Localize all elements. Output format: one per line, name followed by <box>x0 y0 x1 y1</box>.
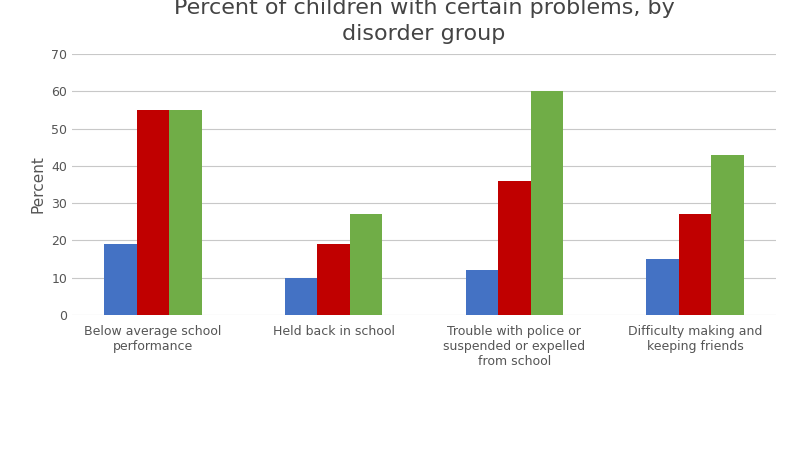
Bar <box>679 214 711 315</box>
Bar <box>137 110 169 315</box>
Y-axis label: Percent: Percent <box>30 156 46 213</box>
Bar <box>646 259 679 315</box>
Bar <box>711 155 744 315</box>
Bar <box>318 244 350 315</box>
Bar <box>466 270 498 315</box>
Bar <box>350 214 382 315</box>
Bar <box>498 181 530 315</box>
Title: Percent of children with certain problems, by
disorder group: Percent of children with certain problem… <box>174 0 674 44</box>
Bar <box>169 110 202 315</box>
Bar <box>285 278 318 315</box>
Bar <box>530 91 563 315</box>
Bar <box>104 244 137 315</box>
